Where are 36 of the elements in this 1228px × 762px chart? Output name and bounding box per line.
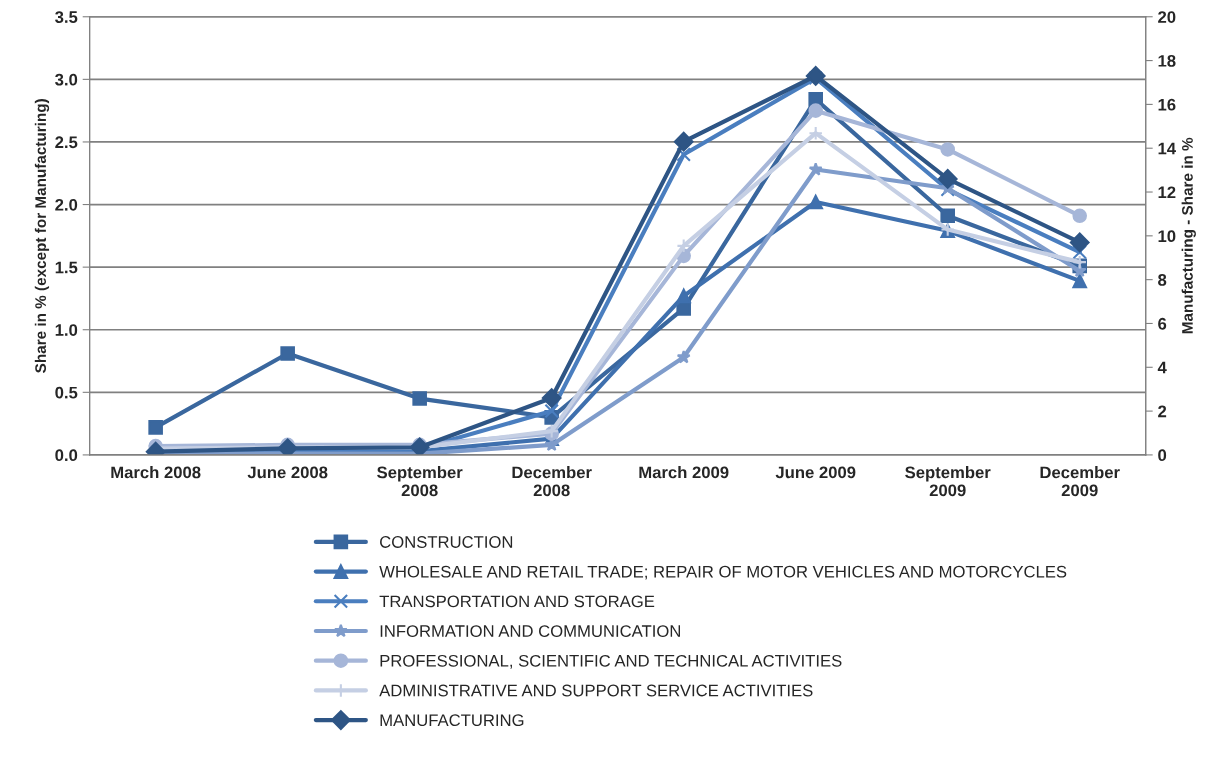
y-axis-title: Share in % (except for Manufacturing) bbox=[34, 99, 50, 373]
x-tick-label: June 2008 bbox=[247, 466, 328, 479]
x-tick-label: September 2008 bbox=[377, 466, 463, 497]
legend-label: WHOLESALE AND RETAIL TRADE; REPAIR OF MOTOR VEHICLES AND MOTORCYCLES bbox=[379, 565, 1067, 580]
legend-label: MANUFACTURING bbox=[380, 714, 524, 727]
y-tick-label: 3.5 bbox=[55, 11, 78, 23]
x-tick-label: June 2009 bbox=[775, 466, 856, 479]
y2-tick-label: 4 bbox=[1157, 361, 1167, 374]
y2-tick-label: 14 bbox=[1158, 142, 1176, 155]
y-tick-label: 0.5 bbox=[55, 386, 78, 399]
legend-label: TRANSPORTATION AND STORAGE bbox=[379, 595, 655, 608]
legend-label: PROFESSIONAL, SCIENTIFIC AND TECHNICAL ACTIVITIES bbox=[380, 654, 842, 669]
x-tick-label: December 2009 bbox=[1040, 466, 1120, 497]
y2-tick-label: 8 bbox=[1158, 274, 1167, 286]
y2-tick-label: 0 bbox=[1158, 449, 1167, 462]
y-tick-label: 1.5 bbox=[55, 261, 78, 274]
y2-tick-label: 12 bbox=[1158, 186, 1176, 199]
y2-tick-label: 6 bbox=[1158, 317, 1167, 330]
y-tick-label: 3.0 bbox=[55, 73, 78, 86]
y-tick-label: 2.0 bbox=[55, 198, 78, 211]
legend-label: ADMINISTRATIVE AND SUPPORT SERVICE ACTIVITIES bbox=[379, 684, 813, 697]
y-tick-label: 1.0 bbox=[55, 324, 78, 336]
legend-label: INFORMATION AND COMMUNICATION bbox=[380, 625, 680, 637]
y2-tick-label: 2 bbox=[1158, 405, 1167, 418]
x-tick-label: December 2008 bbox=[512, 466, 592, 497]
x-tick-label: March 2009 bbox=[639, 466, 729, 479]
y2-tick-label: 10 bbox=[1158, 230, 1176, 243]
y2-tick-label: 20 bbox=[1158, 11, 1176, 23]
y2-axis-title: Manufacturing - Share in % bbox=[1181, 137, 1196, 334]
y-tick-label: 2.5 bbox=[55, 136, 78, 149]
y2-tick-label: 18 bbox=[1158, 54, 1176, 67]
legend-label: CONSTRUCTION bbox=[380, 536, 513, 548]
y2-tick-label: 16 bbox=[1158, 98, 1176, 111]
x-tick-label: March 2008 bbox=[111, 466, 201, 479]
x-tick-label: September 2009 bbox=[905, 466, 991, 497]
y-tick-label: 0.0 bbox=[55, 449, 78, 462]
